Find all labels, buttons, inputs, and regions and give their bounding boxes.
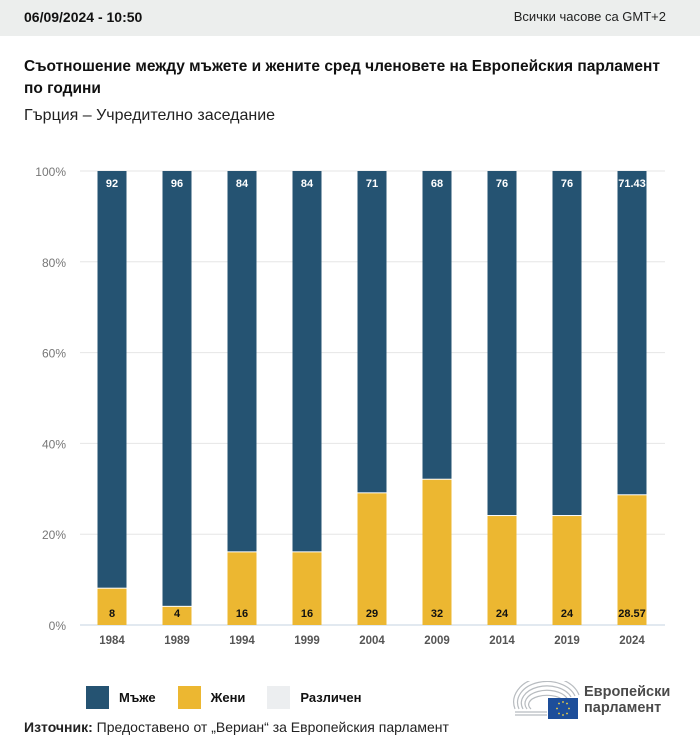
- eu-flag-icon: [548, 698, 578, 719]
- x-tick-label: 1999: [294, 635, 320, 647]
- data-label-men: 76: [496, 178, 508, 190]
- chart-subtitle: Гърция – Учредително заседание: [24, 107, 276, 124]
- bar-women: [97, 588, 127, 625]
- logo-line-2: парламент: [584, 700, 662, 716]
- data-label-men: 92: [106, 178, 118, 190]
- legend-swatch-other: [267, 686, 291, 709]
- data-label-women: 24: [561, 608, 574, 620]
- legend-label-other: Различен: [300, 690, 362, 705]
- data-label-women: 28.57: [618, 608, 646, 620]
- data-label-women: 29: [366, 608, 378, 620]
- bar-men: [422, 171, 452, 479]
- bar-women: [292, 552, 322, 625]
- source-note: Източник: Предоставено от „Вериан“ за Ев…: [24, 719, 449, 735]
- chart-title: Съотношение между мъжете и жените сред ч…: [24, 58, 660, 97]
- source-label: Източник:: [24, 719, 93, 735]
- data-label-men: 76: [561, 178, 573, 190]
- legend-item-men[interactable]: Мъже: [86, 686, 156, 709]
- bar-men: [617, 171, 647, 495]
- data-label-women: 24: [496, 608, 509, 620]
- bar-women: [487, 516, 517, 625]
- source-text: Предоставено от „Вериан“ за Европейския …: [92, 719, 449, 735]
- data-label-men: 84: [301, 178, 314, 190]
- data-label-women: 8: [109, 608, 115, 620]
- legend: Мъже Жени Различен: [86, 686, 383, 709]
- x-tick-label: 1989: [164, 635, 190, 647]
- legend-label-women: Жени: [210, 690, 246, 705]
- data-label-men: 68: [431, 178, 443, 190]
- x-tick-label: 1984: [99, 635, 125, 647]
- legend-item-other[interactable]: Различен: [267, 686, 361, 709]
- bar-men: [162, 171, 192, 606]
- legend-item-women[interactable]: Жени: [177, 686, 246, 709]
- logo-text: Европейски парламент: [584, 684, 670, 716]
- y-tick-label: 100%: [35, 165, 66, 179]
- x-tick-label: 2014: [489, 635, 515, 647]
- timezone-note: Всички часове са GMT+2: [513, 9, 666, 24]
- legend-swatch-men: [86, 686, 109, 709]
- y-tick-label: 40%: [42, 437, 66, 451]
- datetime: 06/09/2024 - 10:50: [24, 9, 143, 25]
- data-label-men: 96: [171, 178, 183, 190]
- logo-line-1: Европейски: [584, 684, 671, 700]
- x-tick-label: 2019: [554, 635, 580, 647]
- bar-men: [97, 171, 127, 588]
- y-tick-label: 20%: [42, 528, 66, 542]
- bar-men: [357, 171, 387, 493]
- x-tick-label: 1994: [229, 635, 255, 647]
- legend-swatch-women: [177, 686, 201, 709]
- bar-men: [552, 171, 582, 516]
- x-tick-label: 2024: [619, 635, 645, 647]
- data-label-women: 4: [174, 608, 181, 620]
- bar-men: [292, 171, 322, 552]
- y-tick-label: 80%: [42, 256, 66, 270]
- stacked-bar-chart: 0% 20% 40% 60% 80% 100% 8 92 1984 4 96 1989 16 84 1994…: [35, 165, 665, 647]
- y-tick-label: 0%: [49, 619, 67, 633]
- data-label-women: 16: [236, 608, 248, 620]
- data-label-men: 71: [366, 178, 378, 190]
- x-tick-label: 2004: [359, 635, 385, 647]
- bar-women: [422, 479, 452, 625]
- european-parliament-logo: Европейски парламент: [512, 676, 682, 721]
- top-bar: 06/09/2024 - 10:50 Всички часове са GMT+…: [0, 0, 700, 36]
- bar-men: [487, 171, 517, 516]
- parliament-hemicycle-icon: [513, 676, 580, 719]
- data-label-men: 71.43: [618, 178, 646, 190]
- bar-women: [227, 552, 257, 625]
- legend-label-men: Мъже: [119, 690, 156, 705]
- data-label-men: 84: [236, 178, 249, 190]
- bar-men: [227, 171, 257, 552]
- bar-women: [552, 516, 582, 625]
- bar-women: [162, 606, 192, 625]
- data-label-women: 16: [301, 608, 313, 620]
- x-tick-label: 2009: [424, 635, 450, 647]
- bar-women: [357, 493, 387, 625]
- y-tick-label: 60%: [42, 347, 66, 361]
- data-label-women: 32: [431, 608, 443, 620]
- bar-women: [617, 495, 647, 625]
